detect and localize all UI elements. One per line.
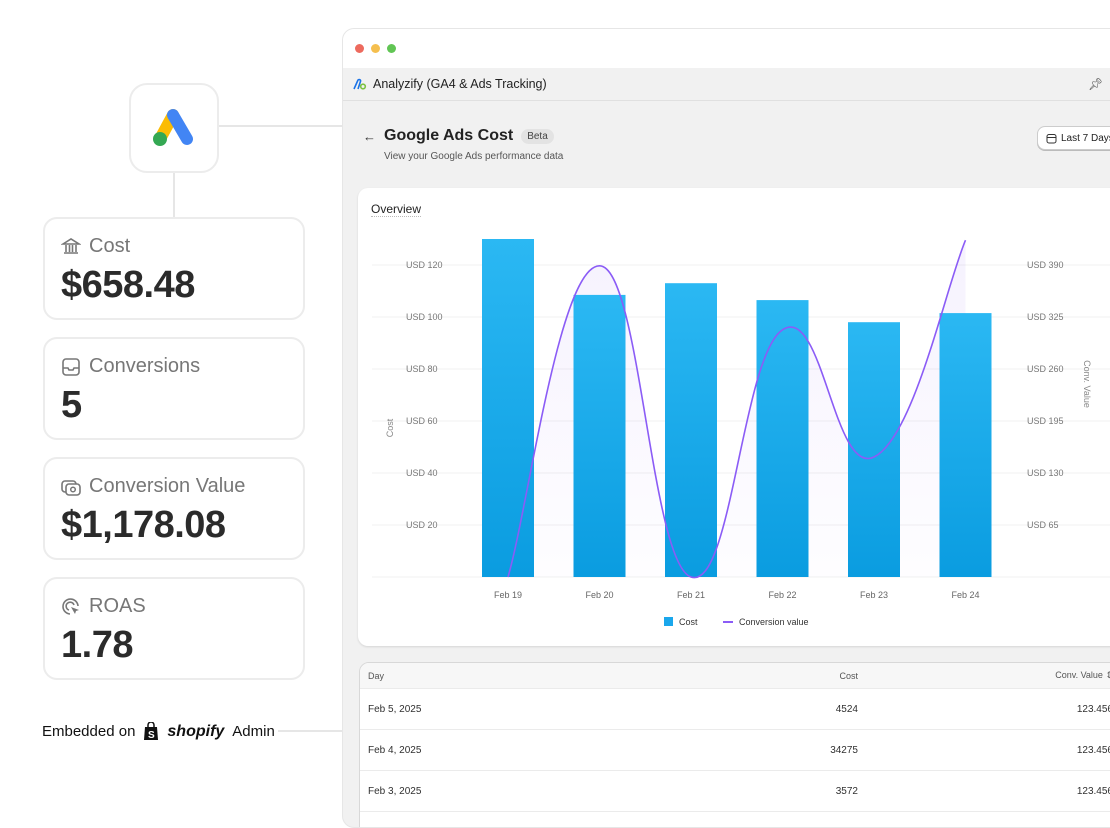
connector-line	[173, 173, 175, 217]
analyzify-logo-icon	[353, 78, 367, 90]
y2-tick-label: USD 260	[1027, 364, 1064, 374]
bank-icon	[61, 237, 81, 254]
kpi-value: $1,178.08	[61, 504, 226, 546]
page-header: ← Google Ads Cost Beta View your Google …	[363, 127, 563, 162]
y-tick-label: USD 60	[406, 416, 438, 426]
table-row[interactable]: Feb 3, 2025 3572 123.456	[360, 771, 1110, 812]
calendar-icon	[1046, 133, 1057, 143]
table-header: Day Cost Conv. Value ⇕	[360, 663, 1110, 689]
page-subtitle: View your Google Ads performance data	[384, 151, 564, 162]
shopify-wordmark: shopify	[167, 722, 225, 740]
y2-tick-label: USD 390	[1027, 260, 1064, 270]
bar-cost[interactable]	[939, 313, 992, 577]
kpi-value: $658.48	[61, 264, 195, 306]
card-title: Overview	[371, 202, 422, 217]
app-name: Analyzify (GA4 & Ads Tracking)	[373, 77, 547, 91]
cell-conv-value: 123.456	[1076, 744, 1110, 756]
kpi-label: Cost	[89, 235, 131, 257]
pin-icon[interactable]: 📌︎	[1088, 77, 1104, 91]
close-window-button[interactable]	[355, 44, 364, 53]
svg-text:S: S	[148, 730, 155, 741]
overview-chart: USD 20 USD 65 USD 40 USD 130 USD 60 USD 195 US…	[372, 239, 1110, 627]
bar-cost[interactable]	[665, 283, 717, 577]
table-row[interactable]: Feb 5, 2025 4524 123.456	[360, 689, 1110, 730]
kpi-value: 1.78	[61, 624, 133, 666]
kpi-label: ROAS	[89, 595, 146, 617]
cell-day: Feb 5, 2025	[368, 703, 422, 715]
date-range-button[interactable]: Last 7 Days	[1037, 126, 1110, 150]
cell-day: Feb 3, 2025	[368, 785, 422, 797]
column-header-conv-value[interactable]: Conv. Value ⇕	[858, 670, 1110, 681]
embedded-prefix: Embedded on	[42, 723, 136, 740]
column-header-label: Conv. Value	[1055, 670, 1103, 680]
cell-cost: 4524	[835, 703, 858, 715]
y-tick-label: USD 80	[406, 364, 438, 374]
table-row[interactable]: Feb 4, 2025 34275 123.456	[360, 730, 1110, 771]
embedded-on-shopify: Embedded on S shopify Admin	[42, 722, 275, 741]
conversion-value-line[interactable]	[507, 239, 967, 579]
google-ads-logo	[129, 83, 219, 173]
minimize-window-button[interactable]	[371, 44, 380, 53]
bar-cost[interactable]	[756, 300, 809, 577]
cards-icon	[61, 479, 81, 496]
x-tick-label: Feb 20	[585, 590, 613, 600]
data-table: Day Cost Conv. Value ⇕ Feb 5, 2025 4524 12…	[359, 662, 1110, 827]
x-tick-label: Feb 19	[494, 590, 522, 600]
connector-line	[278, 730, 342, 732]
shopify-bag-icon: S	[144, 722, 159, 741]
y-tick-label: USD 100	[406, 312, 443, 322]
beta-badge: Beta	[521, 128, 554, 144]
bar-cost[interactable]	[482, 239, 534, 577]
kpi-value: 5	[61, 384, 82, 426]
kpi-cost: Cost $658.48	[43, 217, 305, 320]
x-tick-label: Feb 23	[860, 590, 888, 600]
bar-cost[interactable]	[848, 322, 900, 577]
google-ads-icon	[153, 109, 193, 146]
cell-cost: 3572	[835, 785, 858, 797]
kpi-conversions: Conversions 5	[43, 337, 305, 440]
cell-conv-value: 123.456	[1076, 703, 1110, 715]
kpi-label: Conversion Value	[89, 475, 246, 497]
kpi-roas: ROAS 1.78	[43, 577, 305, 680]
cell-cost: 34275	[830, 744, 858, 756]
column-header-cost[interactable]: Cost	[839, 670, 858, 681]
kpi-conversion-value: Conversion Value $1,178.08	[43, 457, 305, 560]
target-cursor-icon	[62, 597, 79, 615]
overview-card: Overview USD 20 USD 65 USD 40 USD 130 USD 60…	[358, 188, 1110, 646]
back-arrow-icon[interactable]: ←	[363, 128, 376, 144]
x-tick-label: Feb 22	[768, 590, 796, 600]
bar-cost[interactable]	[573, 294, 626, 577]
y2-tick-label: USD 65	[1027, 520, 1059, 530]
legend-conversion-value-label: Conversion value	[739, 617, 809, 627]
sort-icon[interactable]: ⇕	[1105, 670, 1110, 680]
x-tick-label: Feb 24	[951, 590, 979, 600]
app-bar: Analyzify (GA4 & Ads Tracking) 📌︎	[343, 68, 1110, 101]
maximize-window-button[interactable]	[387, 44, 396, 53]
y-tick-label: USD 40	[406, 468, 438, 478]
connector-line	[219, 125, 342, 127]
y2-tick-label: USD 195	[1027, 416, 1064, 426]
app-window: Analyzify (GA4 & Ads Tracking) 📌︎ ← Goog…	[342, 28, 1110, 828]
kpi-label: Conversions	[89, 355, 201, 377]
legend-cost-label: Cost	[679, 617, 698, 627]
window-titlebar	[343, 29, 1110, 68]
page-title: Google Ads Cost	[384, 127, 514, 144]
y2-tick-label: USD 325	[1027, 312, 1064, 322]
column-header-day[interactable]: Day	[368, 670, 385, 681]
inbox-icon	[62, 357, 80, 376]
y-tick-label: USD 20	[406, 520, 438, 530]
cell-conv-value: 123.456	[1076, 785, 1110, 797]
embedded-suffix: Admin	[232, 723, 275, 740]
legend-cost-swatch	[664, 617, 673, 626]
y2-axis-title: Conv. Value	[1082, 360, 1092, 408]
y-axis-title: Cost	[385, 418, 395, 437]
date-range-label: Last 7 Days	[1061, 132, 1110, 144]
y2-tick-label: USD 130	[1027, 468, 1064, 478]
y-tick-label: USD 120	[406, 260, 443, 270]
x-tick-label: Feb 21	[677, 590, 705, 600]
cell-day: Feb 4, 2025	[368, 744, 422, 756]
